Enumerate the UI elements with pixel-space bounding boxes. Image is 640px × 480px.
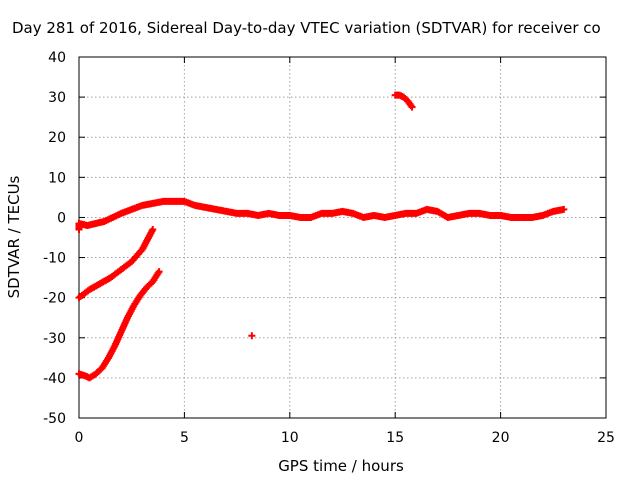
x-tick-label: 25 xyxy=(597,430,615,446)
y-tick-label: 10 xyxy=(48,170,66,186)
series-arc-minus-40 xyxy=(75,268,163,382)
series-main-band xyxy=(75,197,568,233)
tick-labels: 0 5 10 15 20 25 -50 -40 -30 -20 -10 0 10 20 30 40 xyxy=(43,50,615,446)
data-point xyxy=(408,103,416,111)
plot-frame xyxy=(78,56,607,419)
y-tick-label: -30 xyxy=(43,331,66,347)
y-tick-label: -10 xyxy=(43,251,66,267)
data-point xyxy=(560,205,568,213)
x-axis-title: GPS time / hours xyxy=(278,457,404,475)
grid-lines xyxy=(79,57,606,418)
series-arc-plus-30 xyxy=(391,91,416,111)
y-tick-label: -40 xyxy=(43,371,66,387)
x-tick-label: 0 xyxy=(75,430,84,446)
axis-ticks xyxy=(78,56,607,419)
data-point xyxy=(149,225,157,233)
x-tick-label: 10 xyxy=(281,430,299,446)
x-tick-label: 5 xyxy=(180,430,189,446)
y-tick-label: 20 xyxy=(48,130,66,146)
y-tick-label: 30 xyxy=(48,90,66,106)
y-tick-label: -50 xyxy=(43,411,66,427)
data-point xyxy=(155,268,163,276)
y-tick-label: 40 xyxy=(48,50,66,66)
y-axis-title: SDTVAR / TECUs xyxy=(5,175,23,298)
data-points xyxy=(75,91,568,382)
series-isolated-point xyxy=(248,332,256,340)
x-tick-label: 15 xyxy=(386,430,404,446)
chart-title: Day 281 of 2016, Sidereal Day-to-day VTE… xyxy=(12,19,601,37)
series-arc-minus-20 xyxy=(75,225,157,302)
y-tick-label: 0 xyxy=(57,210,66,226)
x-tick-label: 20 xyxy=(492,430,510,446)
y-tick-label: -20 xyxy=(43,291,66,307)
data-point xyxy=(248,332,256,340)
